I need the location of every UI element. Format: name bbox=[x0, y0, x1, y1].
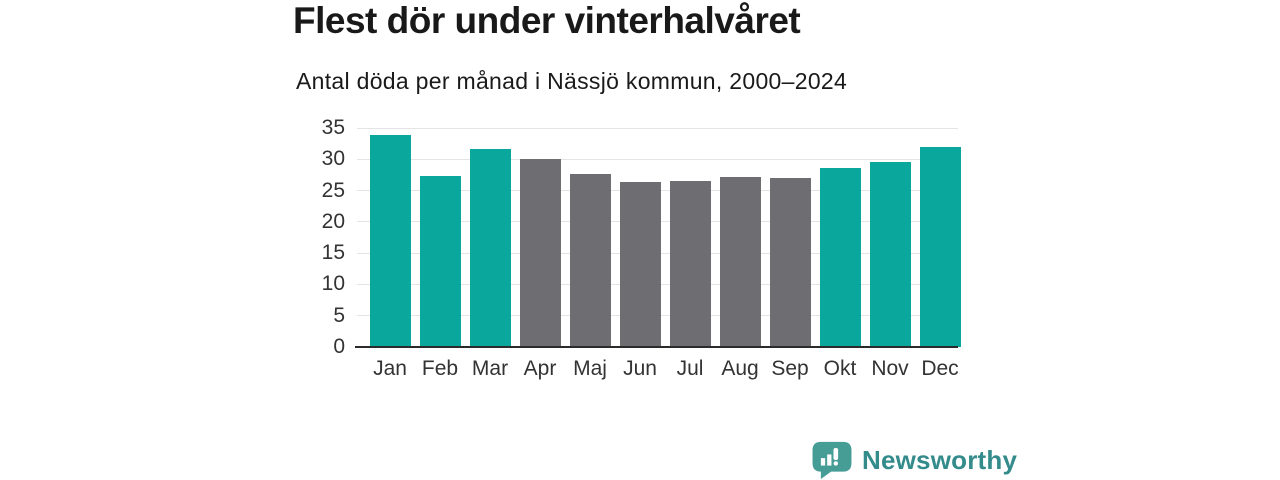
x-axis-month-labels: Jan Feb Mar Apr Maj Jun Jul Aug Sep Okt Nov Dec bbox=[365, 357, 965, 381]
y-tick-label-5: 5 bbox=[333, 303, 345, 327]
x-label-jul: Jul bbox=[676, 357, 704, 380]
bar-aug bbox=[719, 176, 761, 347]
bar-dec bbox=[919, 146, 961, 347]
chart-subtitle: Antal döda per månad i Nässjö kommun, 20… bbox=[296, 68, 848, 94]
bar-slot-jan bbox=[365, 128, 415, 347]
bar-sep bbox=[769, 178, 811, 347]
x-label-feb: Feb bbox=[421, 357, 459, 380]
newsworthy-brand-text: Newsworthy bbox=[862, 444, 1018, 475]
bar-slot-maj bbox=[565, 128, 615, 347]
x-label-okt: Okt bbox=[823, 357, 857, 380]
x-axis-line bbox=[355, 346, 958, 348]
bar-jun bbox=[619, 181, 661, 347]
newsworthy-logo: Newsworthy bbox=[811, 441, 1017, 479]
y-tick-label-20: 20 bbox=[321, 209, 345, 233]
bar-mar bbox=[469, 149, 511, 347]
gridline-30 bbox=[357, 158, 958, 160]
y-tick-label-25: 25 bbox=[321, 178, 345, 202]
x-label-maj: Maj bbox=[573, 357, 607, 380]
bar-slot-mar bbox=[465, 128, 515, 347]
logo-bar-short bbox=[820, 458, 826, 466]
chart-title: Flest dör under vinterhalvåret bbox=[293, 0, 801, 41]
bar-jan bbox=[369, 134, 411, 347]
y-tick-label-0: 0 bbox=[333, 335, 345, 358]
bar-slot-aug bbox=[715, 128, 765, 347]
y-tick-label-10: 10 bbox=[321, 272, 345, 296]
x-label-sep: Sep bbox=[771, 357, 809, 380]
bar-feb bbox=[419, 175, 461, 347]
y-tick-label-15: 15 bbox=[321, 241, 345, 265]
x-label-jun: Jun bbox=[623, 357, 657, 380]
bar-chart-plot-area bbox=[355, 127, 961, 348]
logo-exclamation-bar bbox=[833, 447, 839, 460]
x-label-nov: Nov bbox=[871, 357, 909, 380]
logo-exclamation-dot bbox=[833, 461, 839, 466]
bar-slot-feb bbox=[415, 128, 465, 347]
y-axis-tick-labels: 0 5 10 15 20 25 30 35 bbox=[270, 0, 345, 480]
bar-jul bbox=[669, 181, 711, 347]
x-label-jan: Jan bbox=[373, 357, 407, 380]
x-label-mar: Mar bbox=[471, 357, 509, 380]
bar-slot-sep bbox=[765, 128, 815, 347]
y-tick-label-35: 35 bbox=[321, 116, 345, 139]
bar-slot-jun bbox=[615, 128, 665, 347]
x-label-aug: Aug bbox=[721, 357, 759, 380]
bar-maj bbox=[569, 174, 611, 347]
bar-nov bbox=[869, 161, 911, 347]
bar-slot-dec bbox=[915, 128, 965, 347]
bar-slot-jul bbox=[665, 128, 715, 347]
gridline-35 bbox=[357, 127, 958, 129]
bar-slot-apr bbox=[515, 128, 565, 347]
bar-slot-okt bbox=[815, 128, 865, 347]
x-label-dec: Dec bbox=[921, 357, 959, 380]
logo-bar-tall bbox=[827, 454, 832, 466]
newsworthy-bubble-chart-icon bbox=[812, 441, 852, 479]
bar-okt bbox=[819, 168, 861, 347]
y-tick-label-30: 30 bbox=[321, 147, 345, 171]
bar-apr bbox=[519, 158, 561, 347]
bar-slot-nov bbox=[865, 128, 915, 347]
x-label-apr: Apr bbox=[523, 357, 557, 380]
bars-row bbox=[365, 128, 965, 347]
